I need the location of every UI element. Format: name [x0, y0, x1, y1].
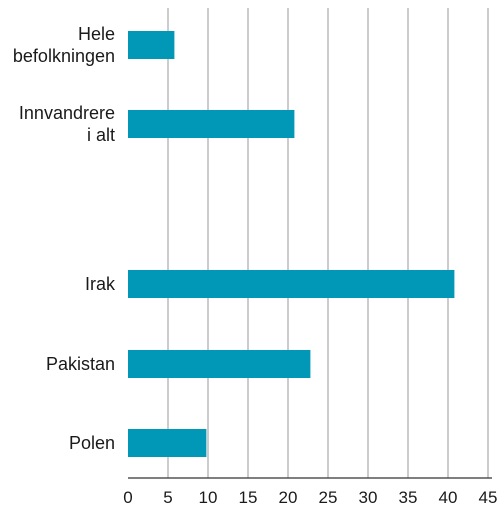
bar — [128, 110, 295, 138]
category-label: Innvandrere — [19, 103, 115, 123]
category-label: Irak — [85, 274, 116, 294]
x-axis-ticks: 0 5 10 15 20 25 30 35 40 45 — [123, 488, 497, 507]
bar — [128, 31, 175, 59]
x-tick-label: 0 — [123, 488, 132, 507]
x-tick-label: 20 — [279, 488, 298, 507]
category-label: i alt — [87, 125, 115, 145]
category-label: Hele — [78, 24, 115, 44]
x-tick-label: 40 — [439, 488, 458, 507]
category-label: Pakistan — [46, 354, 115, 374]
x-tick-label: 30 — [359, 488, 378, 507]
category-label: Polen — [69, 433, 115, 453]
x-tick-label: 15 — [239, 488, 258, 507]
gridlines — [167, 8, 489, 478]
x-tick-label: 45 — [479, 488, 498, 507]
bar — [128, 270, 455, 298]
x-tick-label: 10 — [199, 488, 218, 507]
x-tick-label: 35 — [399, 488, 418, 507]
bar — [128, 429, 207, 457]
category-label: befolkningen — [13, 46, 115, 66]
bar — [128, 350, 311, 378]
x-tick-label: 5 — [163, 488, 172, 507]
bars — [128, 31, 455, 457]
x-tick-label: 25 — [319, 488, 338, 507]
